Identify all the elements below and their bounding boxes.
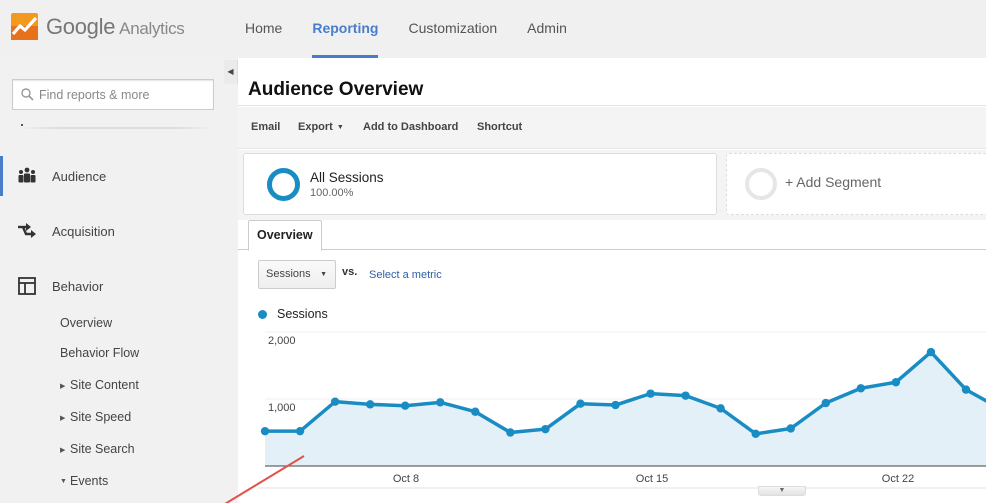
nav-customization[interactable]: Customization	[408, 20, 498, 36]
report-tabs: Overview	[238, 220, 986, 251]
email-button[interactable]: Email	[251, 121, 281, 133]
caret-down-icon: ▼	[60, 478, 67, 486]
logo-text: Google Analytics	[46, 13, 185, 39]
legend-label: Sessions	[277, 307, 328, 321]
sidebar-item-label: Acquisition	[52, 223, 115, 239]
select-metric-link[interactable]: Select a metric	[369, 269, 442, 281]
svg-text:Oct 15: Oct 15	[636, 473, 668, 485]
add-segment-button[interactable]: + Add Segment	[726, 153, 986, 215]
tab-overview[interactable]: Overview	[248, 220, 322, 251]
main-content: Audience Overview Email Export ▼ Add to D…	[238, 58, 986, 503]
sidebar-item-label: Audience	[52, 168, 107, 184]
report-search[interactable]	[12, 79, 214, 110]
sidebar-subitem-behavior-flow[interactable]: Behavior Flow	[60, 346, 140, 360]
add-to-dashboard-button[interactable]: Add to Dashboard	[363, 121, 459, 133]
metric-row: Sessions ▼ vs. Select a metric	[238, 258, 986, 290]
svg-text:2,000: 2,000	[268, 335, 296, 347]
page-title: Audience Overview	[248, 79, 424, 100]
collapse-sidebar-button[interactable]: ◀	[224, 60, 238, 84]
search-input[interactable]	[39, 87, 209, 102]
segment-percent: 100.00%	[310, 187, 354, 199]
caret-right-icon: ▶	[60, 446, 66, 454]
report-toolbar: Email Export ▼ Add to Dashboard Shortcut	[238, 107, 986, 149]
sidebar-item-behavior[interactable]: Behavior	[0, 266, 225, 306]
metric-select[interactable]: Sessions ▼	[258, 260, 336, 289]
add-segment-label: + Add Segment	[785, 174, 882, 190]
nav-home[interactable]: Home	[245, 20, 283, 36]
title-bar: Audience Overview	[238, 58, 986, 106]
chevron-down-icon: ▼	[320, 271, 327, 278]
analytics-logo-icon	[11, 13, 38, 40]
sidebar-item-label: Behavior	[52, 278, 104, 294]
caret-right-icon: ▶	[60, 414, 66, 422]
svg-text:Oct 8: Oct 8	[393, 473, 419, 485]
svg-text:1,000: 1,000	[268, 402, 296, 414]
layout-icon	[18, 277, 36, 295]
sidebar-item-acquisition[interactable]: Acquisition	[0, 211, 225, 251]
sidebar-divider	[20, 127, 215, 129]
sidebar-subitem-site-search[interactable]: ▶ Site Search	[60, 442, 135, 456]
vs-label: vs.	[342, 266, 358, 278]
main-nav: Home Reporting Customization Admin	[245, 0, 597, 58]
sidebar-subitem-overview[interactable]: Overview	[60, 316, 113, 330]
legend-dot-icon	[258, 309, 267, 319]
segment-card-all-sessions[interactable]: All Sessions 100.00%	[243, 153, 717, 215]
chart-legend: Sessions	[258, 307, 328, 321]
caret-right-icon: ▶	[60, 382, 66, 390]
logo[interactable]: Google Analytics	[11, 13, 185, 40]
chevron-down-icon: ▼	[336, 123, 344, 131]
search-icon	[21, 88, 34, 101]
sidebar-item-audience[interactable]: Audience	[0, 156, 225, 196]
sidebar-subitem-events[interactable]: ▼ Events	[60, 474, 109, 488]
svg-text:Oct 22: Oct 22	[882, 473, 914, 485]
segment-ring-icon	[267, 168, 300, 201]
chart-expand-handle[interactable]: ▼	[758, 486, 806, 496]
nav-admin[interactable]: Admin	[527, 20, 567, 36]
export-button[interactable]: Export ▼	[298, 121, 344, 133]
empty-segment-ring-icon	[745, 168, 777, 200]
sidebar-subitem-site-speed[interactable]: ▶ Site Speed	[60, 410, 132, 424]
sidebar-subitem-site-content[interactable]: ▶ Site Content	[60, 378, 139, 392]
arrows-icon	[18, 223, 36, 238]
segment-area: All Sessions 100.00% + Add Segment	[238, 150, 986, 220]
top-bar: Google Analytics Home Reporting Customiza…	[0, 0, 986, 58]
people-icon	[18, 167, 36, 183]
nav-reporting[interactable]: Reporting	[312, 0, 379, 58]
shortcut-button[interactable]: Shortcut	[477, 121, 523, 133]
divider-marker	[21, 124, 23, 126]
sidebar: Audience Acquisition Behavior Overview B…	[0, 58, 225, 503]
segment-name: All Sessions	[310, 170, 384, 185]
